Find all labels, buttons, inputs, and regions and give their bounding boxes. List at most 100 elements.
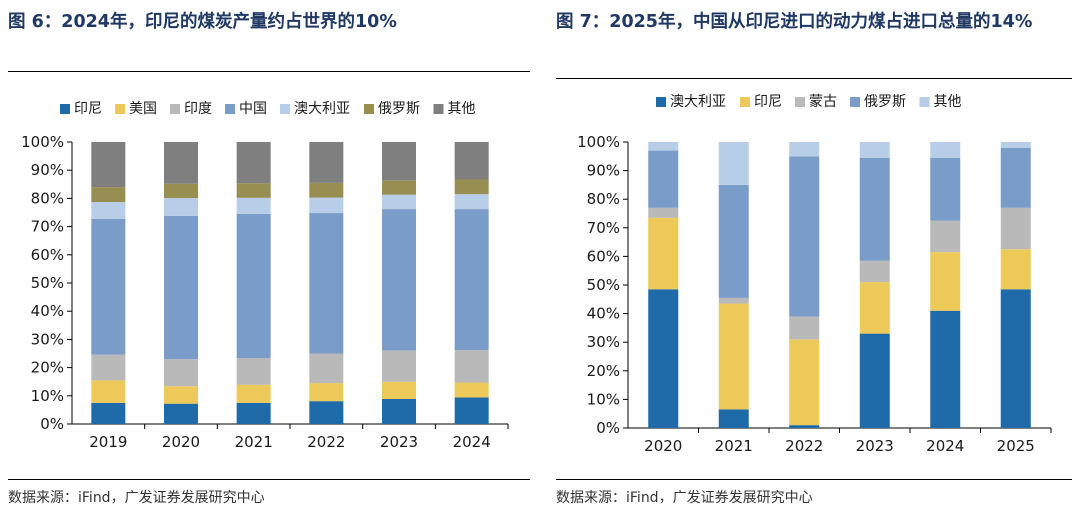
chart-1-bar-2019-3 (91, 218, 126, 355)
chart-1-bar-2024-6 (454, 142, 489, 180)
chart-1-bar-2021-5 (236, 183, 271, 198)
chart-2-bar-2025-0 (1000, 289, 1031, 428)
chart-1-x-tick-label-2: 2021 (235, 433, 273, 451)
chart-1-bar-2023-2 (382, 350, 416, 382)
chart-1-bar-2024-1 (454, 382, 489, 398)
chart-2-bar-2023-3 (859, 157, 890, 261)
chart-1-top-rule (8, 71, 530, 72)
chart-1-legend-label-4: 澳大利亚 (294, 101, 350, 117)
chart-2-bar-2024-1 (930, 252, 961, 311)
chart-2-legend-label-4: 其他 (934, 94, 962, 110)
chart-1-y-tick-label-2: 20% (31, 359, 64, 377)
chart-1-bar-2019-4 (91, 202, 126, 219)
chart-2-y-tick-label-6: 60% (587, 247, 620, 265)
chart-1-bar-2023-0 (382, 398, 416, 424)
chart-2-bar-2021-1 (718, 303, 749, 410)
chart-2-bar-2020-0 (648, 289, 679, 428)
chart-1-legend-label-6: 其他 (448, 101, 476, 117)
chart-1-bar-2019-6 (91, 142, 126, 188)
chart-2-bar-2020-1 (648, 217, 679, 290)
chart-1-legend-label-5: 俄罗斯 (378, 101, 420, 117)
chart-1-x-tick-label-5: 2024 (453, 433, 491, 451)
chart-1-source: 数据来源：iFind，广发证券发展研究中心 (8, 490, 265, 506)
chart-2-y-tick-label-5: 50% (587, 276, 620, 294)
chart-1-bar-2022-5 (309, 182, 344, 198)
chart-1-bar-2020-4 (164, 198, 198, 216)
chart-1-bar-2020-5 (164, 183, 198, 199)
chart-2-bar-2025-3 (1000, 147, 1031, 208)
chart-1-legend-swatch-1 (115, 104, 125, 114)
chart-2-y-tick-label-10: 100% (577, 133, 620, 151)
chart-1-legend-swatch-0 (60, 104, 70, 114)
chart-2-bar-2023-4 (859, 142, 890, 158)
chart-2-bar-2021-4 (718, 142, 749, 185)
chart-2-bar-2025-2 (1000, 207, 1031, 250)
chart-1-legend-label-1: 美国 (129, 101, 157, 117)
chart-2-bar-2025-1 (1000, 249, 1031, 290)
chart-1-legend-label-3: 中国 (239, 101, 267, 117)
chart-1-bar-2024-3 (454, 209, 489, 351)
chart-1-bar-2022-4 (309, 197, 344, 214)
chart-2-bar-2021-3 (718, 184, 749, 298)
chart-2-legend-label-3: 俄罗斯 (864, 94, 906, 110)
chart-2-bottom-rule (556, 479, 1072, 480)
chart-2-legend-label-0: 澳大利亚 (670, 94, 726, 110)
chart-1-y-tick-label-8: 80% (31, 189, 64, 207)
chart-1-bar-2019-1 (91, 380, 126, 403)
chart-2-y-tick-label-2: 20% (587, 362, 620, 380)
chart-2-y-tick-label-4: 40% (587, 305, 620, 323)
chart-2-legend-swatch-1 (740, 97, 750, 107)
chart-2-y-tick-label-7: 70% (587, 219, 620, 237)
chart-2-bar-2024-2 (930, 220, 961, 253)
chart-1-bar-2023-3 (382, 209, 416, 351)
chart-2-x-tick-label-2: 2022 (785, 437, 823, 455)
chart-1-bar-2021-4 (236, 197, 271, 214)
chart-1-bar-2021-2 (236, 358, 271, 385)
chart-2-bar-2023-1 (859, 282, 890, 334)
chart-1-y-tick-label-0: 0% (40, 415, 64, 433)
chart-2-x-tick-label-4: 2024 (926, 437, 964, 455)
chart-1-legend-swatch-5 (364, 104, 374, 114)
chart-2-bar-2024-3 (930, 157, 961, 221)
chart-2-bar-2023-0 (859, 333, 890, 428)
chart-1-bar-2022-0 (309, 401, 344, 424)
chart-2-x-tick-label-1: 2021 (715, 437, 753, 455)
chart-2-x-tick-label-0: 2020 (644, 437, 682, 455)
chart-1-x-tick-label-3: 2022 (307, 433, 345, 451)
chart-1-bar-2022-2 (309, 353, 344, 384)
chart-1-bar-2020-6 (164, 142, 198, 184)
chart-1-legend-swatch-3 (225, 104, 235, 114)
chart-1-bar-2020-0 (164, 403, 198, 424)
chart-1-title: 图 6：2024年，印尼的煤炭产量约占世界的10% (8, 12, 397, 32)
chart-2-y-tick-label-1: 10% (587, 390, 620, 408)
chart-2-bar-2025-4 (1000, 142, 1031, 148)
chart-1-legend-swatch-4 (280, 104, 290, 114)
chart-2-bar-2024-4 (930, 142, 961, 158)
chart-1-bar-2023-4 (382, 194, 416, 210)
chart-1-bar-2020-3 (164, 215, 198, 360)
chart-2-bar-2020-3 (648, 150, 679, 208)
chart-1-bar-2024-2 (454, 350, 489, 383)
chart-1-legend-swatch-6 (433, 104, 444, 114)
chart-2-legend-swatch-2 (795, 97, 805, 107)
chart-1-y-tick-label-7: 70% (31, 218, 64, 236)
chart-2-legend-label-1: 印尼 (754, 94, 782, 110)
chart-1-x-tick-label-0: 2019 (89, 433, 127, 451)
chart-1-y-tick-label-10: 100% (21, 133, 64, 151)
chart-2-legend-swatch-3 (850, 97, 860, 107)
chart-2-bar-2022-1 (789, 339, 820, 426)
chart-1-y-tick-label-4: 40% (31, 302, 64, 320)
chart-2-bar-2020-2 (648, 207, 679, 218)
chart-1-bar-2023-1 (382, 381, 416, 399)
chart-2-x-tick-label-3: 2023 (856, 437, 894, 455)
chart-2-x-tick-label-5: 2025 (997, 437, 1035, 455)
chart-1-bar-2024-0 (454, 397, 489, 424)
chart-2-bar-2022-4 (789, 142, 820, 157)
chart-1-bar-2021-6 (236, 142, 271, 184)
chart-2-y-tick-label-3: 30% (587, 333, 620, 351)
chart-1-bar-2019-0 (91, 402, 126, 424)
chart-2-title: 图 7：2025年，中国从印尼进口的动力煤占进口总量的14% (556, 12, 1033, 32)
chart-1-legend-swatch-2 (170, 104, 180, 114)
chart-2-top-rule (556, 78, 1072, 79)
chart-1-bar-2023-5 (382, 180, 416, 195)
